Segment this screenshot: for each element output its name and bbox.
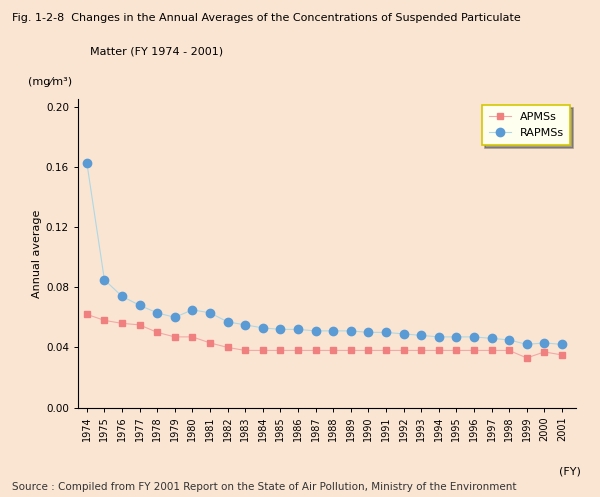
APMSs	[541, 349, 548, 355]
APMSs	[277, 347, 284, 353]
APMSs	[101, 318, 108, 324]
APMSs	[242, 347, 249, 353]
RAPMSs	[400, 331, 407, 337]
Line: RAPMSs: RAPMSs	[83, 159, 566, 348]
RAPMSs	[295, 327, 302, 332]
RAPMSs	[118, 293, 125, 299]
APMSs	[523, 355, 530, 361]
Text: (FY): (FY)	[559, 466, 581, 476]
APMSs	[171, 334, 178, 340]
APMSs	[347, 347, 355, 353]
APMSs	[506, 347, 513, 353]
APMSs	[435, 347, 442, 353]
APMSs	[295, 347, 302, 353]
APMSs	[453, 347, 460, 353]
APMSs	[224, 344, 231, 350]
RAPMSs	[83, 160, 91, 166]
APMSs	[154, 330, 161, 335]
RAPMSs	[101, 277, 108, 283]
RAPMSs	[435, 334, 442, 340]
APMSs	[382, 347, 389, 353]
RAPMSs	[523, 341, 530, 347]
APMSs	[488, 347, 495, 353]
RAPMSs	[382, 330, 389, 335]
RAPMSs	[154, 310, 161, 316]
Text: Source : Compiled from FY 2001 Report on the State of Air Pollution, Ministry of: Source : Compiled from FY 2001 Report on…	[12, 482, 517, 492]
RAPMSs	[365, 330, 372, 335]
RAPMSs	[418, 332, 425, 338]
Line: APMSs: APMSs	[83, 311, 565, 361]
APMSs	[400, 347, 407, 353]
APMSs	[189, 334, 196, 340]
RAPMSs	[453, 334, 460, 340]
APMSs	[118, 321, 125, 327]
Legend: APMSs, RAPMSs: APMSs, RAPMSs	[482, 105, 571, 145]
APMSs	[365, 347, 372, 353]
RAPMSs	[242, 322, 249, 328]
RAPMSs	[259, 325, 266, 331]
APMSs	[470, 347, 478, 353]
RAPMSs	[488, 335, 495, 341]
RAPMSs	[541, 340, 548, 346]
RAPMSs	[559, 341, 566, 347]
RAPMSs	[506, 337, 513, 343]
RAPMSs	[347, 328, 355, 334]
APMSs	[136, 322, 143, 328]
RAPMSs	[277, 327, 284, 332]
APMSs	[329, 347, 337, 353]
RAPMSs	[171, 315, 178, 321]
APMSs	[259, 347, 266, 353]
APMSs	[559, 352, 566, 358]
Text: Matter (FY 1974 - 2001): Matter (FY 1974 - 2001)	[90, 47, 223, 57]
RAPMSs	[136, 302, 143, 308]
RAPMSs	[470, 334, 478, 340]
RAPMSs	[224, 319, 231, 325]
Text: (mg⁄m³): (mg⁄m³)	[28, 77, 73, 87]
RAPMSs	[312, 328, 319, 334]
APMSs	[418, 347, 425, 353]
APMSs	[83, 311, 91, 317]
APMSs	[312, 347, 319, 353]
RAPMSs	[329, 328, 337, 334]
RAPMSs	[206, 310, 214, 316]
APMSs	[206, 340, 214, 346]
RAPMSs	[189, 307, 196, 313]
Text: Fig. 1-2-8  Changes in the Annual Averages of the Concentrations of Suspended Pa: Fig. 1-2-8 Changes in the Annual Average…	[12, 13, 521, 23]
Y-axis label: Annual average: Annual average	[32, 209, 41, 298]
